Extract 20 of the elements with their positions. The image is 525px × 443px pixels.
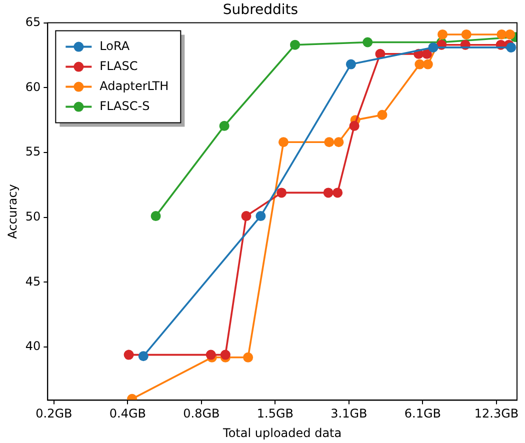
x-axis-title: Total uploaded data [222, 426, 342, 440]
y-tick-label: 55 [25, 144, 41, 159]
legend-label: FLASC [100, 58, 138, 73]
y-tick-label: 65 [25, 14, 41, 29]
y-tick-label: 40 [25, 339, 41, 354]
x-tick-label: 3.1GB [330, 406, 368, 421]
x-tick-label: 6.1GB [404, 406, 442, 421]
chart-title: Subreddits [222, 2, 298, 18]
y-axis-title: Accuracy [5, 184, 20, 239]
y-tick-label: 45 [25, 274, 41, 288]
y-tick-label: 60 [25, 80, 41, 94]
x-tick-label: 0.4GB [109, 406, 146, 421]
y-tick-label: 50 [25, 209, 41, 224]
x-tick-label: 0.2GB [36, 406, 72, 421]
legend-label: FLASC-S [100, 98, 150, 113]
x-tick-label: 0.8GB [183, 406, 220, 421]
legend-label: AdapterLTH [100, 78, 169, 93]
x-tick-label: 1.5GB [256, 406, 294, 421]
x-tick-label: 12.3GB [474, 406, 519, 421]
legend-label: LoRA [100, 38, 130, 53]
